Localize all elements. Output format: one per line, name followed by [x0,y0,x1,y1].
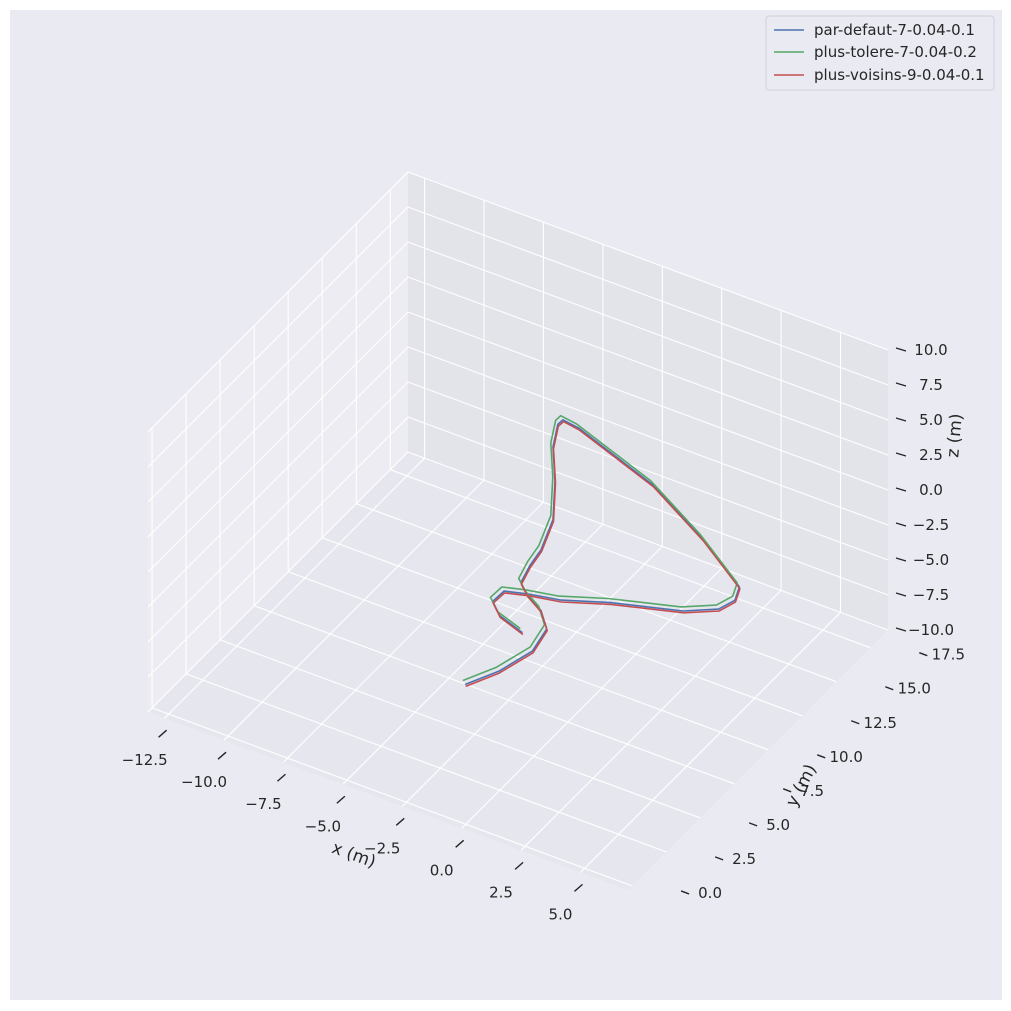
y-tick-mark [680,890,690,895]
series-line-plus-voisins-9-0.04-0.1 [465,420,741,687]
grid-line-z [147,381,889,643]
z-tick-mark [895,522,907,527]
y-tick-mark [782,788,792,793]
x-tick-mark [455,839,465,848]
axis-ticks: −12.5 −10.0 −7.5 −5.0 −2.5 0.0 2.5 5.0 0.0 2.5 5.0… [122,341,965,923]
series-line-plus-tolere-7-0.04-0.2 [462,414,739,682]
z-tick-mark [895,627,907,632]
y-tick-label: 0.0 [698,884,722,902]
z-axis-label: z (m) [943,413,967,459]
x-tick-mark [395,817,405,826]
series-layer [462,414,741,687]
x-tick-label: −10.0 [181,773,227,791]
x-tick-label: 5.0 [549,905,573,923]
x-tick-label: −5.0 [305,817,341,835]
x-tick-mark [217,751,227,760]
y-tick-label: 15.0 [898,680,931,698]
grid-lines [147,171,889,887]
z-tick-label: −2.5 [913,516,949,534]
z-tick-label: 0.0 [919,481,943,499]
z-tick-mark [895,347,907,352]
z-tick-mark [895,487,907,492]
x-tick-mark [276,773,286,782]
grid-line-z [147,346,889,608]
y-tick-label: 2.5 [732,850,756,868]
grid-line-z [147,276,889,538]
legend-entry-plus-voisins: plus-voisins-9-0.04-0.1 [814,66,985,84]
y-tick-label: 10.0 [830,748,863,766]
x-tick-mark [574,883,583,892]
y-tick-label: 5.0 [766,816,790,834]
y-tick-mark [816,754,826,759]
y-tick-mark [748,822,758,827]
z-tick-label: 10.0 [914,341,947,359]
y-tick-mark [850,720,860,725]
legend-entry-plus-tolere: plus-tolere-7-0.04-0.2 [814,43,977,61]
z-tick-mark [895,592,907,597]
z-tick-mark [895,417,907,422]
y-tick-mark [714,856,724,861]
z-tick-mark [895,557,907,562]
x-tick-label: −12.5 [122,751,168,769]
x-tick-mark [514,861,524,870]
y-tick-label: 12.5 [864,714,897,732]
z-tick-label: −5.0 [913,551,949,569]
y-tick-mark [885,686,894,691]
x-tick-mark [158,729,168,738]
legend-frame [765,15,995,91]
x-tick-mark [336,795,346,804]
z-tick-mark [895,382,907,387]
legend-entry-par-defaut: par-defaut-7-0.04-0.1 [814,21,975,39]
grid-line-z [147,171,889,433]
y-tick-mark [919,652,928,657]
grid-line-z [147,416,889,678]
z-tick-label: 5.0 [919,411,943,429]
x-tick-label: 2.5 [489,883,513,901]
x-tick-label: −2.5 [364,839,400,857]
series-line-par-defaut-7-0.04-0.1 [464,418,741,686]
legend: par-defaut-7-0.04-0.1 plus-tolere-7-0.04… [765,15,995,91]
z-tick-label: 2.5 [919,446,943,464]
grid-line-z [147,311,889,573]
grid-line-z [147,241,889,503]
z-tick-mark [895,452,907,457]
z-tick-label: −10.0 [908,621,954,639]
z-tick-label: −7.5 [913,586,949,604]
x-tick-label: 0.0 [430,861,454,879]
x-tick-label: −7.5 [245,795,281,813]
z-tick-label: 7.5 [919,376,943,394]
grid-line-z [147,206,889,468]
y-tick-label: 7.5 [800,782,824,800]
y-tick-label: 17.5 [932,646,965,664]
